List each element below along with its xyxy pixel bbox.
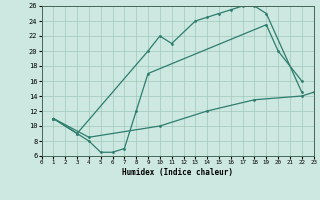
X-axis label: Humidex (Indice chaleur): Humidex (Indice chaleur): [122, 168, 233, 177]
